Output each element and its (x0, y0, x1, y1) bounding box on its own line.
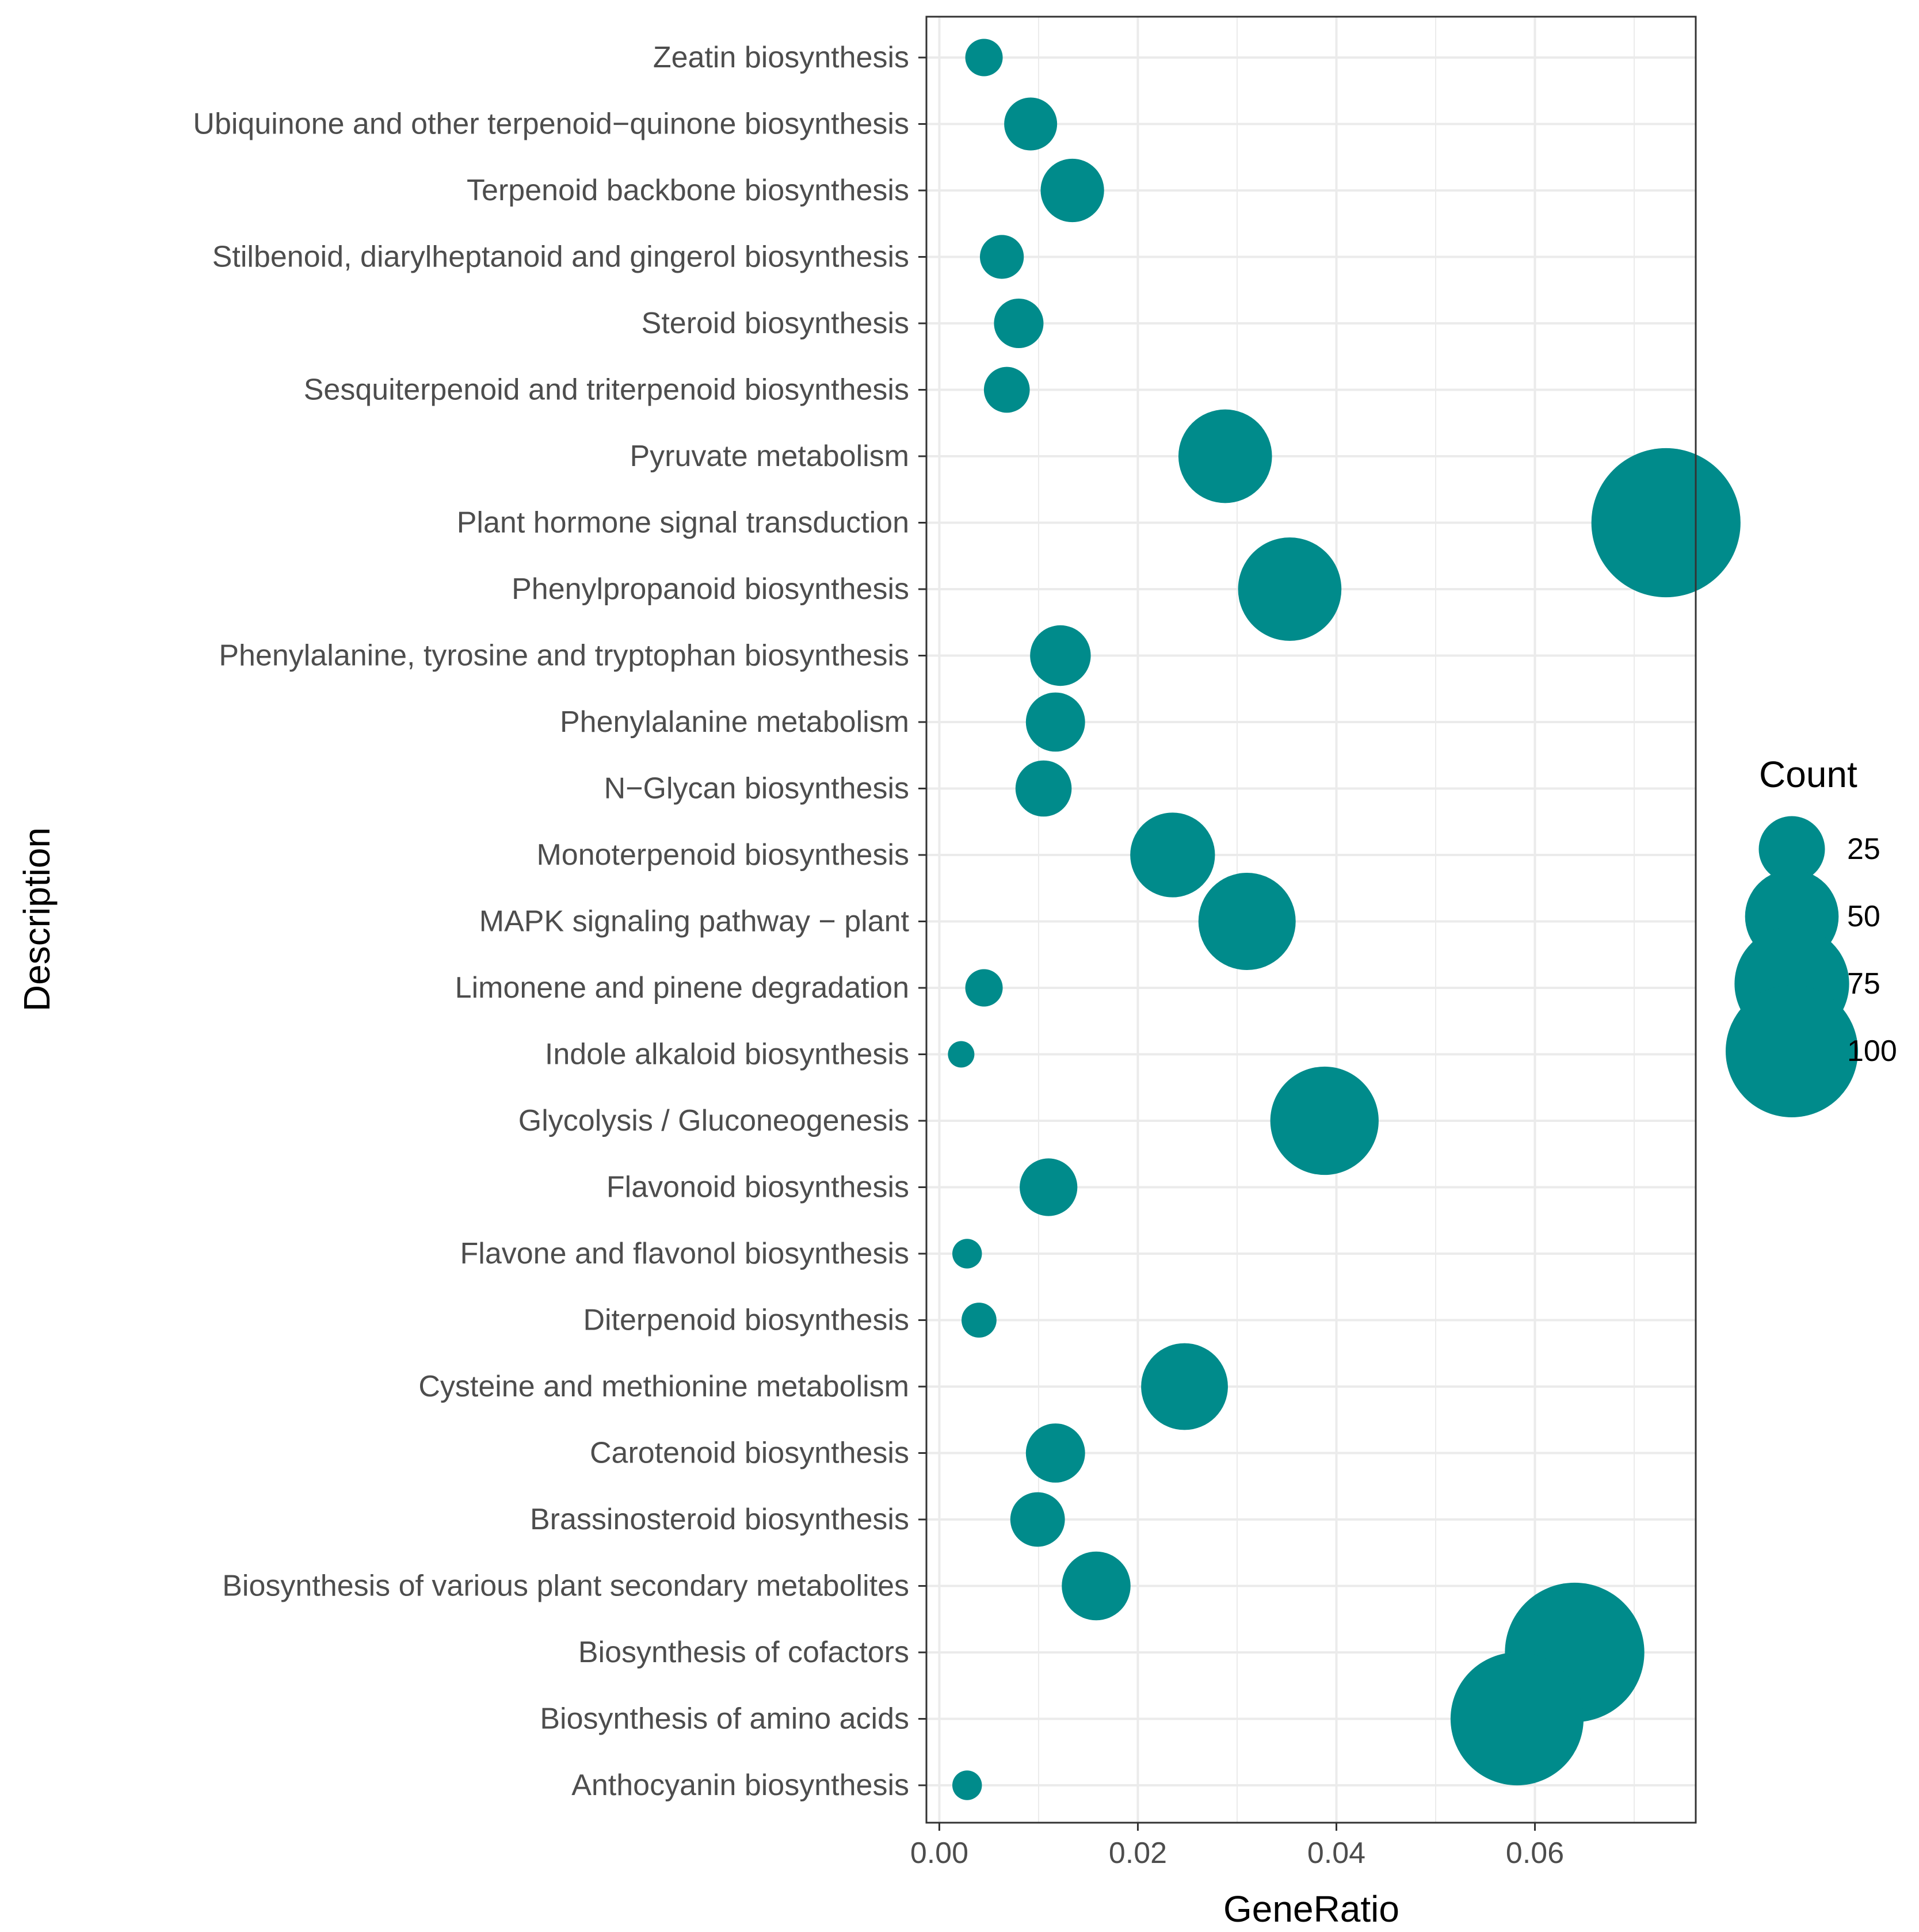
data-point (1450, 1652, 1584, 1786)
legend-key (1758, 816, 1825, 883)
y-tick-label: Cysteine and methionine metabolism (418, 1370, 909, 1403)
data-point (1010, 1492, 1065, 1547)
y-tick-label: Phenylpropanoid biosynthesis (512, 572, 909, 606)
y-tick-label: Zeatin biosynthesis (653, 41, 909, 74)
data-point (1130, 812, 1215, 898)
data-point (1238, 537, 1342, 641)
y-tick-label: Phenylalanine, tyrosine and tryptophan b… (219, 639, 909, 673)
data-point (983, 366, 1030, 413)
data-point (962, 1303, 997, 1338)
data-point (965, 39, 1003, 77)
y-tick-label: Terpenoid backbone biosynthesis (467, 174, 909, 207)
data-point (1025, 692, 1085, 752)
x-tick-label: 0.02 (1109, 1836, 1167, 1870)
y-tick-label: Anthocyanin biosynthesis (571, 1769, 909, 1802)
data-point (1591, 448, 1741, 598)
y-tick-label: Indole alkaloid biosynthesis (545, 1038, 909, 1071)
y-tick-label: Biosynthesis of cofactors (578, 1636, 909, 1669)
data-points (948, 39, 1741, 1800)
panel-background (926, 17, 1696, 1823)
y-tick-label: Biosynthesis of various plant secondary … (222, 1570, 909, 1603)
x-axis-title: GeneRatio (1223, 1888, 1399, 1930)
legend-items: 25 50 75 100 (1726, 816, 1897, 1117)
y-tick-label: Biosynthesis of amino acids (540, 1702, 909, 1736)
data-point (1004, 97, 1058, 151)
y-tick-label: Pyruvate metabolism (630, 440, 909, 473)
x-tick-label: 0.04 (1307, 1836, 1365, 1870)
y-tick-label: Phenylalanine metabolism (560, 705, 909, 739)
y-tick-label: Sesquiterpenoid and triterpenoid biosynt… (304, 373, 909, 407)
legend-label: 50 (1847, 900, 1880, 933)
y-tick-label: Limonene and pinene degradation (455, 971, 909, 1005)
legend: Count 25 50 75 100 (1726, 754, 1897, 1117)
x-tick-label: 0.00 (910, 1836, 968, 1870)
y-tick-label: Monoterpenoid biosynthesis (536, 838, 909, 872)
major-gridlines (926, 17, 1696, 1823)
y-tick-label: Carotenoid biosynthesis (590, 1437, 909, 1470)
legend-label: 25 (1847, 833, 1880, 866)
plot-panel (925, 16, 1741, 1824)
y-tick-label: Glycolysis / Gluconeogenesis (518, 1104, 909, 1137)
data-point (1040, 158, 1104, 223)
y-tick-label: MAPK signaling pathway − plant (479, 905, 910, 938)
data-point (1178, 409, 1272, 503)
y-tick-label: N−Glycan biosynthesis (604, 772, 909, 805)
data-point (952, 1239, 982, 1269)
y-tick-label: Brassinosteroid biosynthesis (530, 1503, 909, 1536)
y-axis-title: Description (16, 827, 58, 1011)
data-point (1270, 1066, 1379, 1175)
legend-key (1726, 985, 1858, 1117)
x-axis: 0.00 0.02 0.04 0.06 (910, 1823, 1564, 1870)
data-point (1015, 760, 1072, 817)
data-point (948, 1041, 975, 1068)
data-point (1198, 872, 1296, 971)
data-point (952, 1770, 982, 1800)
y-tick-label: Ubiquinone and other terpenoid−quinone b… (193, 108, 909, 141)
x-tick-label: 0.06 (1506, 1836, 1564, 1870)
data-point (994, 298, 1044, 349)
data-point (1141, 1343, 1228, 1430)
y-tick-label: Flavonoid biosynthesis (606, 1171, 909, 1204)
data-point (1020, 1158, 1078, 1216)
y-axis: Zeatin biosynthesis Ubiquinone and other … (193, 41, 926, 1802)
data-point (1062, 1551, 1131, 1621)
legend-title: Count (1759, 754, 1857, 795)
y-tick-label: Plant hormone signal transduction (457, 506, 909, 540)
legend-label: 100 (1847, 1034, 1897, 1068)
y-tick-label: Diterpenoid biosynthesis (583, 1304, 909, 1337)
data-point (1030, 625, 1091, 686)
data-point (965, 969, 1003, 1007)
y-tick-label: Flavone and flavonol biosynthesis (460, 1237, 909, 1270)
y-tick-label: Stilbenoid, diarylheptanoid and gingerol… (212, 240, 909, 274)
data-point (1025, 1423, 1085, 1483)
panel-border (925, 16, 1697, 1824)
data-point (979, 235, 1024, 279)
y-tick-label: Steroid biosynthesis (642, 307, 909, 340)
legend-label: 75 (1847, 967, 1880, 1001)
